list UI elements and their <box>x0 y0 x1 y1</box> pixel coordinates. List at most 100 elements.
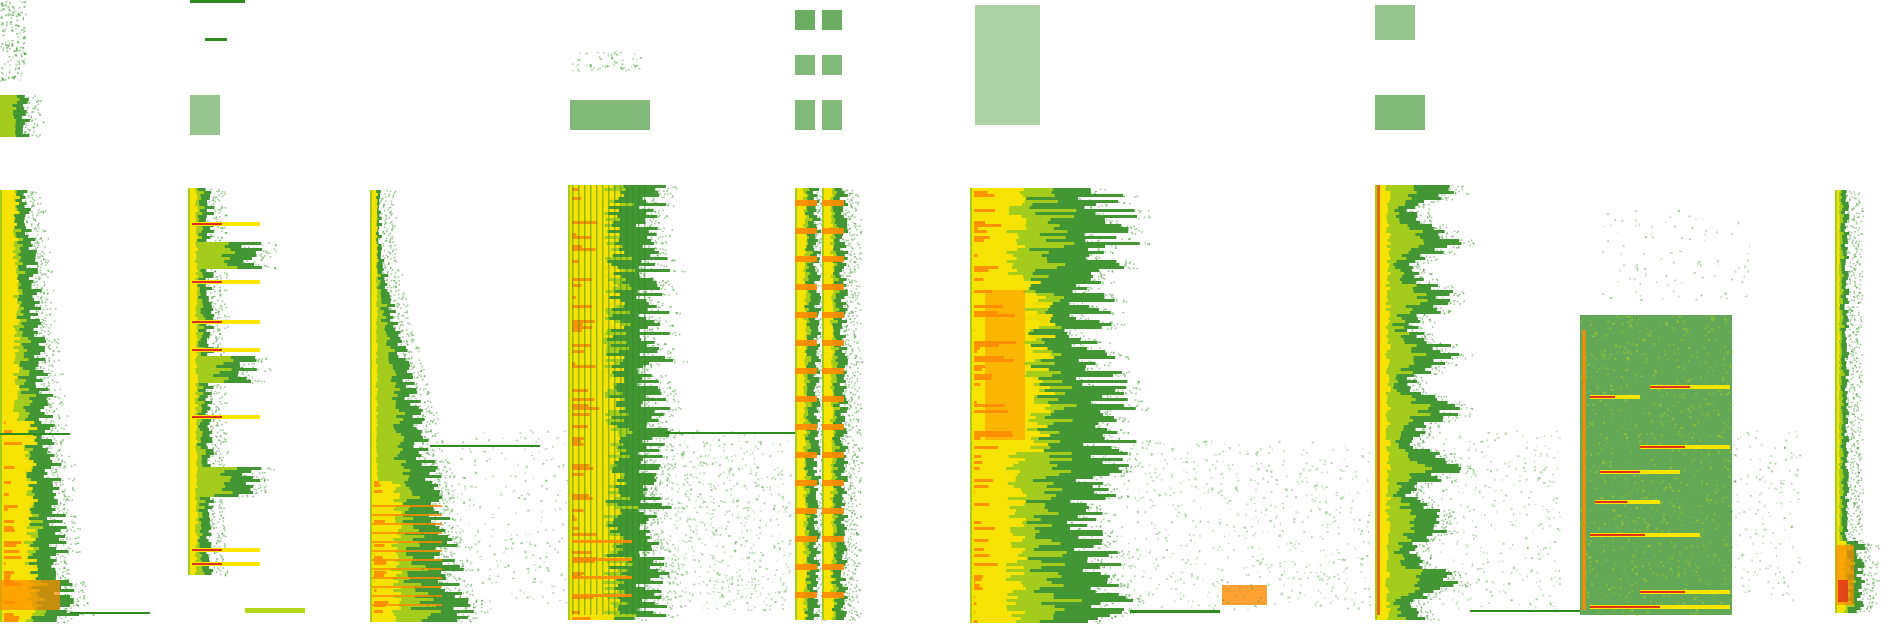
segment-4-energy <box>570 503 607 506</box>
segment-1-energy <box>62 439 65 441</box>
segment-2-energy <box>220 514 222 516</box>
segment-3-energy <box>445 488 447 491</box>
segment-1-energy <box>57 338 60 340</box>
segment-3-noise-cloud <box>711 512 714 515</box>
segment-3-noise-cloud <box>547 430 549 433</box>
segment-1-energy <box>43 382 45 385</box>
segment-1-top-noise <box>15 46 18 49</box>
segment-3-energy <box>481 610 483 613</box>
segment-2-energy <box>220 293 222 295</box>
segment-2-energy <box>190 524 196 527</box>
segment-3-noise-cloud <box>567 483 569 485</box>
segment-2-energy <box>213 516 216 518</box>
segment-3-energy <box>415 424 418 426</box>
segment-1-energy <box>4 577 11 580</box>
segment-3-noise-cloud <box>682 451 685 453</box>
segment-3-energy <box>372 259 378 262</box>
segment-3-energy <box>427 452 430 455</box>
segment-3-energy <box>372 343 378 346</box>
segment-1-energy <box>2 523 30 526</box>
segment-4-energy <box>655 493 657 495</box>
segment-3-noise-cloud <box>470 562 473 564</box>
segment-2-energy <box>224 529 226 532</box>
segment-2-energy <box>190 236 198 239</box>
segment-1-upper-band <box>37 109 39 111</box>
segment-1-top-noise <box>18 38 21 40</box>
segment-1-energy <box>36 334 38 336</box>
segment-3-energy <box>397 313 400 316</box>
segment-1-upper-band <box>32 130 35 133</box>
segment-2-energy <box>211 513 214 515</box>
segment-2-energy <box>227 326 229 328</box>
segment-2-energy <box>212 305 215 308</box>
segment-1-energy <box>70 617 73 620</box>
segment-2-upper-band <box>190 95 220 135</box>
segment-1-energy <box>48 360 51 363</box>
segment-1-energy <box>54 518 56 521</box>
segment-1-energy <box>56 430 59 432</box>
segment-3-energy <box>472 594 474 596</box>
segment-4-energy <box>674 592 677 594</box>
segment-2-energy <box>256 491 258 494</box>
segment-1-energy <box>39 366 42 368</box>
segment-2-tone <box>190 222 260 226</box>
segment-3-noise-cloud <box>420 495 423 498</box>
segment-4-energy <box>650 309 653 311</box>
segment-3-noise-cloud <box>478 540 481 542</box>
segment-2-energy <box>207 278 209 280</box>
segment-4-energy <box>669 305 671 308</box>
segment-4-energy <box>650 213 653 215</box>
segment-1-energy <box>2 502 34 505</box>
segment-2-energy <box>221 423 223 426</box>
segment-3-noise-cloud <box>460 498 462 501</box>
segment-1-energy <box>72 488 74 491</box>
segment-2-energy <box>208 555 211 557</box>
segment-3-noise-cloud <box>754 436 756 439</box>
segment-2-energy <box>252 484 254 486</box>
segment-1-upper-band <box>37 103 40 105</box>
segment-1-energy <box>64 395 66 397</box>
segment-1-energy <box>65 424 67 427</box>
segment-1-energy <box>2 460 34 463</box>
segment-2-energy <box>213 545 216 548</box>
segment-1-energy <box>53 472 55 474</box>
segment-3-energy <box>484 612 486 614</box>
segment-4-energy <box>658 301 660 303</box>
segment-2-energy <box>221 396 223 399</box>
segment-3-energy <box>372 466 377 469</box>
segment-3-noise-cloud <box>501 437 504 440</box>
segment-1-upper-band <box>37 136 40 138</box>
segment-2-energy <box>222 517 225 519</box>
segment-1-energy <box>41 210 44 213</box>
segment-3-noise-cloud <box>758 526 761 529</box>
segment-1-energy <box>65 607 68 610</box>
segment-2-energy <box>212 412 214 415</box>
segment-3-noise-cloud <box>526 541 529 543</box>
segment-1-energy <box>2 499 38 502</box>
segment-4-energy <box>663 515 666 517</box>
segment-2-energy <box>216 386 218 388</box>
segment-1-energy <box>56 381 59 383</box>
segment-1-energy <box>36 287 38 289</box>
segment-3-noise-cloud <box>479 506 482 509</box>
segment-1-energy <box>47 269 49 272</box>
segment-2-energy <box>262 257 265 259</box>
segment-1-energy <box>2 448 24 451</box>
segment-4-energy <box>570 434 619 437</box>
segment-2-energy <box>223 289 226 291</box>
segment-2-energy <box>220 207 222 209</box>
segment-1-top-noise <box>23 18 24 21</box>
segment-3-noise-cloud <box>454 489 456 491</box>
segment-3-energy <box>440 494 443 497</box>
segment-3-energy <box>384 193 386 195</box>
segment-3-noise-cloud <box>699 493 702 496</box>
segment-3-noise-cloud <box>512 490 514 493</box>
segment-3-noise-cloud <box>477 569 480 572</box>
segment-3-energy <box>394 244 396 247</box>
segment-2-energy <box>215 424 217 427</box>
segment-1-energy <box>2 496 33 499</box>
segment-3-energy <box>374 481 380 484</box>
segment-1-energy <box>52 474 55 477</box>
segment-2-energy <box>211 522 213 524</box>
segment-3-energy <box>389 241 392 244</box>
